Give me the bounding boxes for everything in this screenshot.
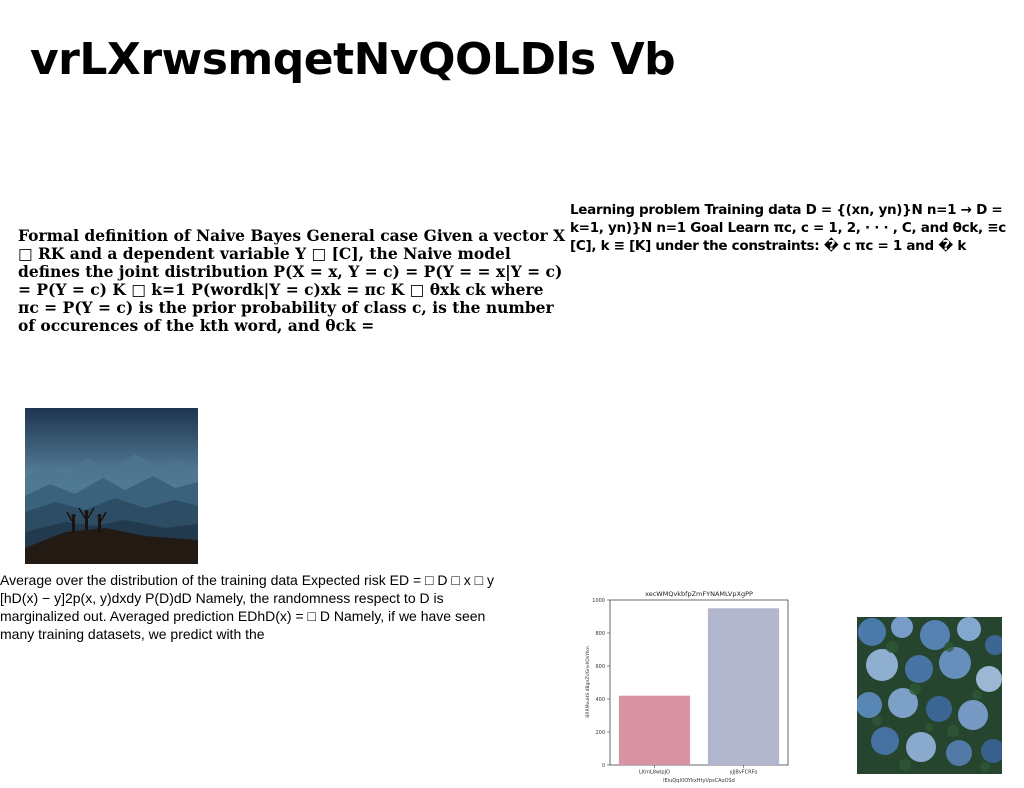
plot-area-frame bbox=[609, 599, 789, 766]
y-tick-label: 600 bbox=[595, 664, 605, 670]
expected-risk-paragraph: Average over the distribution of the tra… bbox=[0, 572, 494, 642]
y-tick-label: 400 bbox=[595, 697, 605, 703]
bar bbox=[707, 608, 780, 765]
y-tick-label: 1000 bbox=[592, 598, 605, 604]
x-axis: LKmL8wlpJO yJjBvFCRFo bbox=[639, 765, 757, 776]
y-tick-label: 800 bbox=[595, 631, 605, 637]
y-axis-label: BRRMvuHS dBgnZUGnvKOsYlkn bbox=[585, 646, 591, 718]
bar-series bbox=[618, 608, 780, 765]
naive-bayes-paragraph: Formal definition of Naive Bayes General… bbox=[18, 227, 566, 335]
x-tick-label: LKmL8wlpJO bbox=[639, 770, 670, 776]
chart-title: xecWMQvkbfpZmFYNAMLVpXgPP bbox=[645, 590, 753, 598]
bar bbox=[618, 695, 691, 765]
x-axis-label: lEiuQqXIOYkxHtyVpsCAoOSd bbox=[663, 778, 735, 784]
y-tick-label: 0 bbox=[602, 763, 605, 769]
x-tick-label: yJjBvFCRFo bbox=[730, 770, 758, 776]
y-axis: 0 200 400 600 800 1000 bbox=[592, 598, 610, 769]
y-tick-label: 200 bbox=[595, 730, 605, 736]
forest-aerial-photo bbox=[857, 617, 1002, 774]
bar-chart: xecWMQvkbfpZmFYNAMLVpXgPP 0 200 400 600 800 1… bbox=[575, 585, 795, 788]
learning-problem-paragraph: Learning problem Training data D = {(xn,… bbox=[570, 202, 1006, 254]
page-title: vrLXrwsmqetNvQOLDls Vb bbox=[30, 34, 676, 85]
mountain-silhouette-photo bbox=[25, 408, 198, 564]
